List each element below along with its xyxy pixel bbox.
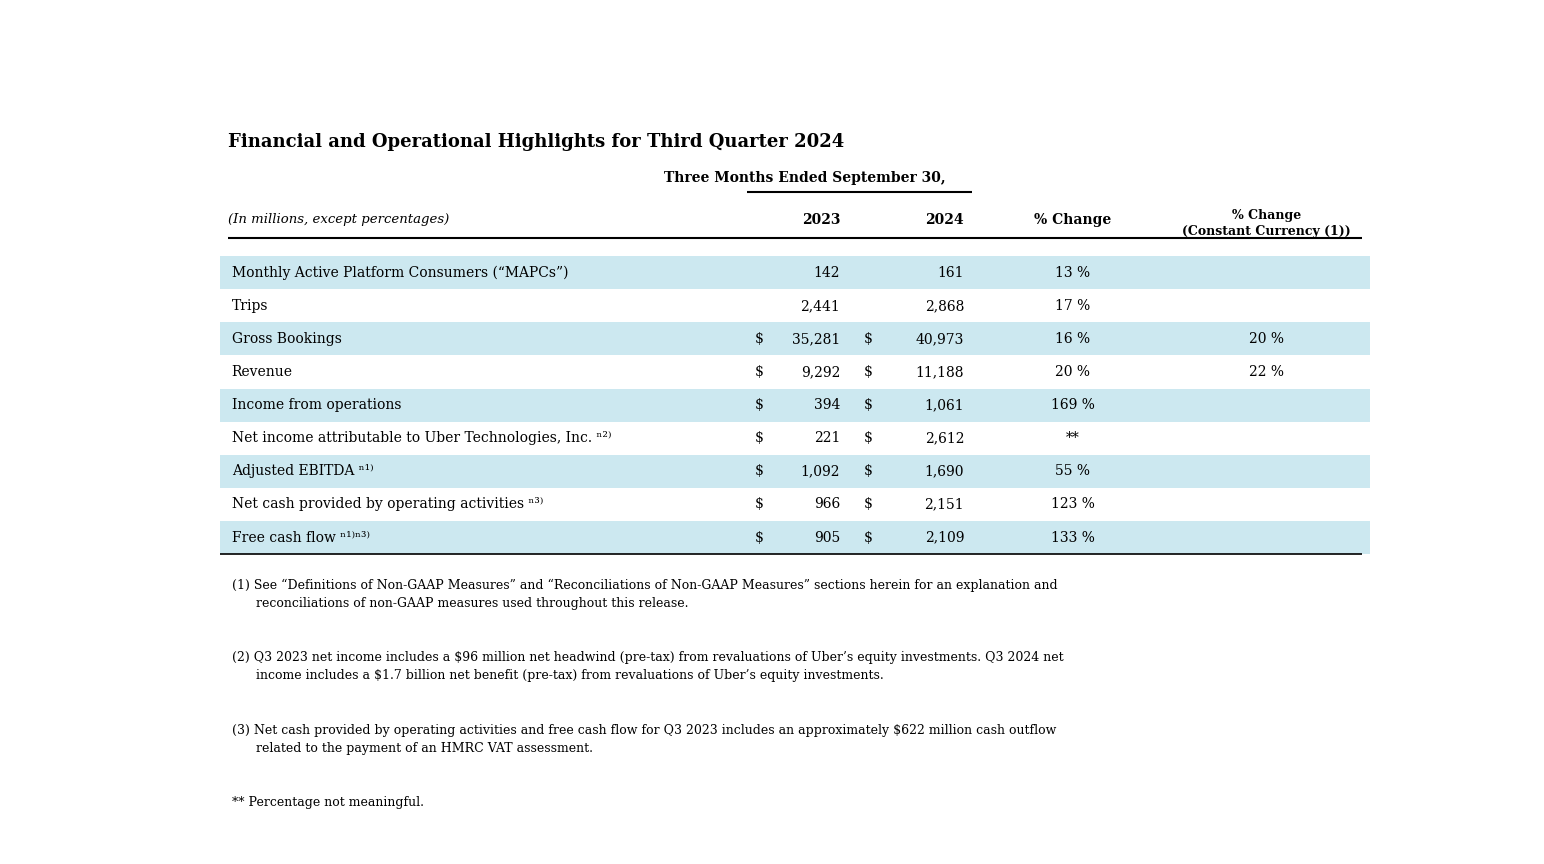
Text: $: $ [755, 464, 764, 479]
Text: 17 %: 17 % [1055, 299, 1090, 313]
Text: $: $ [755, 332, 764, 346]
Text: Gross Bookings: Gross Bookings [232, 332, 341, 346]
Text: 142: 142 [814, 266, 840, 280]
Text: 22 %: 22 % [1249, 365, 1285, 379]
Text: Revenue: Revenue [232, 365, 293, 379]
Text: 20 %: 20 % [1055, 365, 1090, 379]
Text: 2,612: 2,612 [925, 431, 963, 445]
Text: **: ** [1065, 431, 1079, 445]
Text: 161: 161 [937, 266, 963, 280]
Text: 2,441: 2,441 [800, 299, 840, 313]
Text: Free cash flow ⁿ¹⁾ⁿ³⁾: Free cash flow ⁿ¹⁾ⁿ³⁾ [232, 530, 369, 544]
Text: 1,092: 1,092 [801, 464, 840, 479]
Bar [221, 256, 1370, 289]
Text: Monthly Active Platform Consumers (“MAPCs”): Monthly Active Platform Consumers (“MAPC… [232, 265, 568, 280]
Text: 2023: 2023 [801, 213, 840, 227]
Text: 11,188: 11,188 [916, 365, 963, 379]
Text: ** Percentage not meaningful.: ** Percentage not meaningful. [232, 796, 423, 809]
Text: $: $ [755, 498, 764, 511]
Text: 133 %: 133 % [1050, 530, 1095, 544]
Text: 9,292: 9,292 [801, 365, 840, 379]
Text: Net income attributable to Uber Technologies, Inc. ⁿ²⁾: Net income attributable to Uber Technolo… [232, 431, 611, 445]
Text: (2) Q3 2023 net income includes a $96 million net headwind (pre-tax) from revalu: (2) Q3 2023 net income includes a $96 mi… [232, 651, 1064, 683]
Bar [221, 454, 1370, 488]
Text: % Change: % Change [1034, 213, 1112, 227]
Text: Three Months Ended September 30,: Three Months Ended September 30, [664, 170, 946, 185]
Text: 16 %: 16 % [1055, 332, 1090, 346]
Text: 2,151: 2,151 [925, 498, 963, 511]
Text: 13 %: 13 % [1055, 266, 1090, 280]
Text: Trips: Trips [232, 299, 269, 313]
Bar [221, 521, 1370, 554]
Bar [221, 389, 1370, 422]
Text: $: $ [863, 498, 872, 511]
Text: 169 %: 169 % [1050, 398, 1095, 412]
Text: $: $ [863, 464, 872, 479]
Bar [221, 322, 1370, 355]
Text: 966: 966 [814, 498, 840, 511]
Text: 2,109: 2,109 [925, 530, 963, 544]
Text: (3) Net cash provided by operating activities and free cash flow for Q3 2023 inc: (3) Net cash provided by operating activ… [232, 723, 1056, 754]
Text: 123 %: 123 % [1050, 498, 1095, 511]
Text: % Change
(Constant Currency (1)): % Change (Constant Currency (1)) [1183, 209, 1351, 238]
Text: 55 %: 55 % [1055, 464, 1090, 479]
Text: $: $ [863, 332, 872, 346]
Text: 2024: 2024 [925, 213, 963, 227]
Text: $: $ [755, 431, 764, 445]
Text: 40,973: 40,973 [916, 332, 963, 346]
Text: $: $ [755, 530, 764, 544]
Text: 1,690: 1,690 [925, 464, 963, 479]
Text: $: $ [863, 530, 872, 544]
Text: $: $ [755, 365, 764, 379]
Text: 1,061: 1,061 [925, 398, 963, 412]
Text: 905: 905 [814, 530, 840, 544]
Text: $: $ [755, 398, 764, 412]
Text: 35,281: 35,281 [792, 332, 840, 346]
Text: (In millions, except percentages): (In millions, except percentages) [229, 213, 449, 226]
Text: 20 %: 20 % [1249, 332, 1285, 346]
Text: $: $ [863, 431, 872, 445]
Text: Income from operations: Income from operations [232, 398, 401, 412]
Text: Adjusted EBITDA ⁿ¹⁾: Adjusted EBITDA ⁿ¹⁾ [232, 464, 374, 479]
Text: 2,868: 2,868 [925, 299, 963, 313]
Text: Net cash provided by operating activities ⁿ³⁾: Net cash provided by operating activitie… [232, 498, 543, 511]
Text: $: $ [863, 365, 872, 379]
Text: (1) See “Definitions of Non-GAAP Measures” and “Reconciliations of Non-GAAP Meas: (1) See “Definitions of Non-GAAP Measure… [232, 579, 1058, 610]
Text: $: $ [863, 398, 872, 412]
Text: 394: 394 [814, 398, 840, 412]
Text: 221: 221 [814, 431, 840, 445]
Text: Financial and Operational Highlights for Third Quarter 2024: Financial and Operational Highlights for… [229, 133, 845, 151]
